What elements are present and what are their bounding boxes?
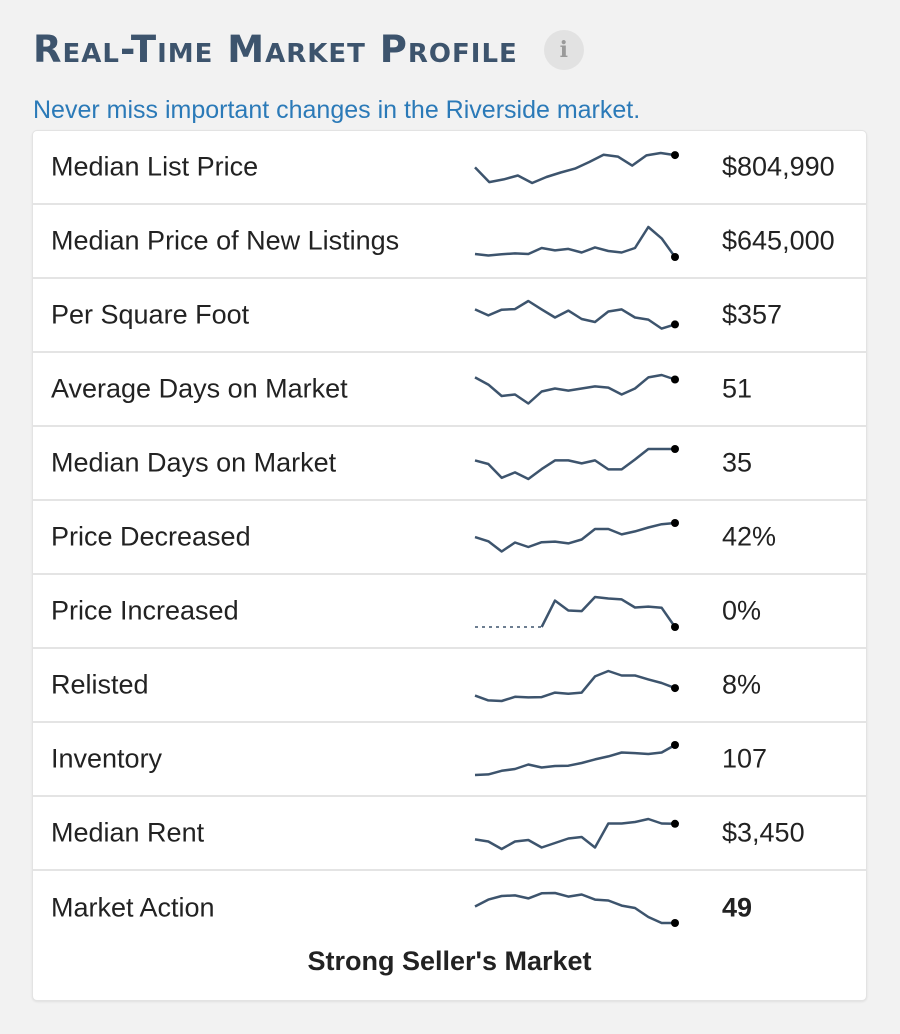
- trend-sparkline: [474, 741, 679, 777]
- trend-sparkline: [474, 445, 679, 481]
- metric-value: 35: [722, 447, 753, 478]
- sparkline-endpoint: [671, 623, 679, 631]
- trend-sparkline: [474, 891, 679, 927]
- market-status: Strong Seller's Market: [307, 946, 592, 976]
- metric-value: 42%: [722, 521, 777, 552]
- info-icon[interactable]: i: [543, 30, 584, 70]
- metric-label: Market Action: [51, 892, 215, 923]
- sparkline-endpoint: [671, 375, 679, 384]
- metric-value: 49: [722, 892, 753, 923]
- sparkline-endpoint: [671, 519, 679, 527]
- sparkline-endpoint: [671, 151, 679, 160]
- sparkline-endpoint: [671, 253, 679, 261]
- sparkline-endpoint: [671, 445, 679, 453]
- metric-row[interactable]: Per Square Foot $357: [33, 279, 866, 353]
- metric-label: Average Days on Market: [51, 373, 348, 404]
- metric-label: Median Days on Market: [51, 447, 337, 478]
- sparkline-path: [540, 595, 677, 628]
- market-subtitle-link[interactable]: Never miss important changes in the Rive…: [33, 96, 641, 124]
- trend-sparkline: [474, 373, 679, 405]
- trend-sparkline: [474, 817, 679, 851]
- metric-row[interactable]: Median Days on Market 35: [33, 427, 866, 501]
- metric-value: 51: [722, 373, 753, 404]
- sparkline-path: [474, 447, 675, 481]
- metric-row[interactable]: Inventory 107: [33, 723, 866, 797]
- metric-label: Price Decreased: [51, 521, 251, 552]
- metric-value: $645,000: [722, 225, 835, 256]
- header: Real-Time Market Profile i: [33, 28, 584, 72]
- sparkline-endpoint: [671, 684, 679, 693]
- metric-row[interactable]: Median Rent $3,450: [33, 797, 866, 871]
- sparkline-path: [474, 151, 676, 185]
- trend-sparkline: [474, 669, 679, 703]
- metric-row[interactable]: Price Increased 0%: [33, 575, 866, 649]
- metric-label: Median List Price: [51, 151, 259, 182]
- sparkline-path: [474, 669, 676, 703]
- metric-row[interactable]: Median Price of New Listings $645,000: [33, 205, 866, 279]
- sparkline-path: [474, 225, 677, 258]
- metric-value: 8%: [722, 669, 762, 700]
- trend-sparkline: [474, 299, 679, 330]
- metric-row[interactable]: Median List Price $804,990: [33, 131, 866, 205]
- metric-row[interactable]: Relisted 8%: [33, 649, 866, 723]
- trend-sparkline: [474, 151, 679, 185]
- metric-label: Inventory: [51, 743, 163, 774]
- sparkline-endpoint: [671, 919, 679, 927]
- trend-sparkline: [474, 225, 679, 261]
- sparkline-path: [474, 743, 676, 777]
- metric-label: Per Square Foot: [51, 299, 250, 330]
- metric-label: Median Rent: [51, 817, 205, 848]
- metric-value: $3,450: [722, 817, 805, 848]
- sparkline-path: [474, 521, 676, 553]
- metric-label: Price Increased: [51, 595, 239, 626]
- market-profile-panel: Median List Price $804,990 Median Price of…: [32, 130, 867, 1001]
- metric-value: $804,990: [722, 151, 835, 182]
- sparkline-endpoint: [671, 741, 679, 749]
- sparkline-path: [474, 373, 676, 405]
- trend-sparkline: [475, 595, 679, 631]
- sparkline-path: [474, 817, 676, 851]
- metric-value: 0%: [722, 595, 762, 626]
- trend-sparkline: [474, 519, 679, 553]
- metric-label: Relisted: [51, 669, 149, 700]
- metric-row[interactable]: Average Days on Market 51: [33, 353, 866, 427]
- metric-row[interactable]: Market Action 49: [33, 871, 866, 945]
- metric-value: 107: [722, 743, 768, 774]
- sparkline-endpoint: [671, 819, 679, 828]
- sparkline-endpoint: [671, 320, 679, 329]
- metric-row[interactable]: Price Decreased 42%: [33, 501, 866, 575]
- sparkline-path: [474, 299, 676, 330]
- page-title: Real-Time Market Profile: [33, 28, 518, 71]
- metric-value: $357: [722, 299, 783, 330]
- metric-label: Median Price of New Listings: [51, 225, 400, 256]
- sparkline-path: [474, 891, 675, 925]
